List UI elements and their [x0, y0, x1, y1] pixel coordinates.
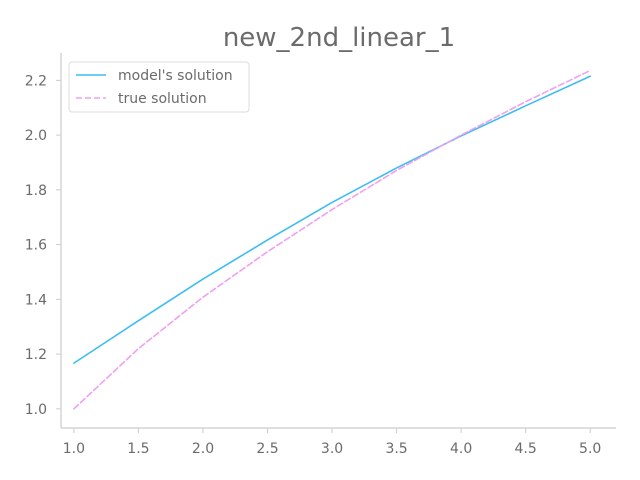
x-tick-label: 2.0 [192, 441, 214, 457]
x-tick-label: 4.0 [450, 441, 472, 457]
chart-title: new_2nd_linear_1 [223, 23, 455, 53]
x-tick-label: 4.5 [515, 441, 537, 457]
y-tick-label: 2.0 [25, 128, 47, 144]
y-tick-label: 2.2 [25, 73, 47, 89]
y-axis-ticks: 1.0 1.2 1.4 1.6 1.8 2.0 2.2 [25, 73, 61, 418]
x-tick-label: 3.0 [321, 441, 343, 457]
legend: model's solution true solution [68, 61, 250, 113]
series-line-true-solution [73, 69, 591, 410]
y-tick-label: 1.0 [25, 402, 47, 418]
legend-label-models-solution: model's solution [118, 68, 233, 84]
y-tick-label: 1.2 [25, 347, 47, 363]
x-tick-label: 5.0 [579, 441, 601, 457]
x-tick-label: 3.5 [385, 441, 407, 457]
legend-box [68, 61, 250, 113]
y-tick-label: 1.8 [25, 183, 47, 199]
series-line-models-solution [73, 75, 591, 364]
y-tick-label: 1.4 [25, 292, 47, 308]
legend-label-true-solution: true solution [118, 91, 207, 107]
x-tick-label: 1.5 [127, 441, 149, 457]
x-tick-label: 1.0 [63, 441, 85, 457]
x-axis-ticks: 1.0 1.5 2.0 2.5 3.0 3.5 4.0 4.5 5.0 [63, 428, 601, 457]
series-layer [73, 69, 591, 410]
x-tick-label: 2.5 [256, 441, 278, 457]
y-tick-label: 1.6 [25, 238, 47, 254]
